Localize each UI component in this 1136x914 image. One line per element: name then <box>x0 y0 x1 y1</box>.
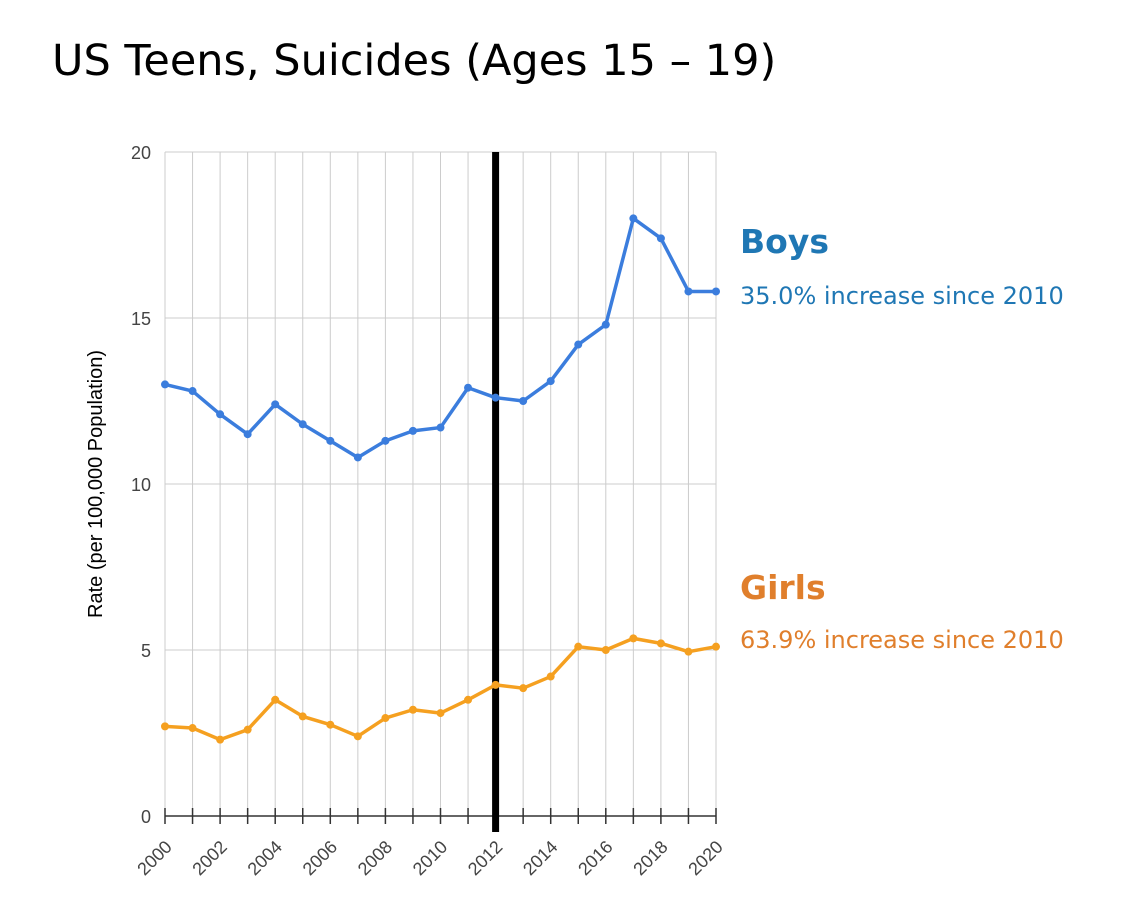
y-tick-label-0: 0 <box>141 807 151 827</box>
x-tick-label-2002: 2002 <box>188 837 230 879</box>
girls-label: Girls <box>740 568 826 607</box>
y-axis-title: Rate (per 100,000 Population) <box>85 350 107 618</box>
x-tick-label-2020: 2020 <box>684 837 726 879</box>
girls-point-2006 <box>326 720 335 729</box>
y-tick-label-15: 15 <box>131 309 151 329</box>
girls-point-2017 <box>629 634 638 643</box>
boys-point-2008 <box>381 436 390 445</box>
girls-point-2004 <box>271 695 280 704</box>
axes <box>164 808 717 824</box>
x-tick-label-2004: 2004 <box>244 837 286 879</box>
boys-point-2016 <box>601 320 610 329</box>
boys-point-2001 <box>188 387 197 396</box>
x-tick-label-2000: 2000 <box>133 837 175 879</box>
girls-point-2016 <box>601 646 610 654</box>
x-tick-label-2014: 2014 <box>519 837 561 879</box>
girls-point-2010 <box>436 709 445 718</box>
x-tick-label-2008: 2008 <box>354 837 396 879</box>
boys-point-2015 <box>574 340 583 349</box>
boys-point-2005 <box>298 420 307 429</box>
boys-increase-note: 35.0% increase since 2010 <box>740 282 1064 310</box>
girls-point-2007 <box>353 732 362 741</box>
x-tick-label-2012: 2012 <box>464 837 506 879</box>
girls-point-2009 <box>408 705 417 714</box>
x-tick-label-2016: 2016 <box>574 837 616 879</box>
boys-point-2000 <box>161 380 169 389</box>
boys-point-2009 <box>408 426 417 435</box>
boys-point-2012 <box>491 393 500 402</box>
girls-point-2019 <box>684 647 693 656</box>
girls-increase-note: 63.9% increase since 2010 <box>740 626 1064 654</box>
boys-point-2018 <box>656 234 665 243</box>
y-tick-label-10: 10 <box>131 475 151 495</box>
y-tick-label-20: 20 <box>131 143 151 163</box>
x-tick-label-2010: 2010 <box>409 837 451 879</box>
boys-label: Boys <box>740 222 829 261</box>
girls-point-2020 <box>712 642 720 651</box>
boys-point-2010 <box>436 423 445 432</box>
girls-point-2011 <box>464 695 473 704</box>
boys-point-2006 <box>326 436 335 445</box>
girls-point-2015 <box>574 642 583 651</box>
girls-point-2012 <box>491 680 500 689</box>
page-title: US Teens, Suicides (Ages 15 – 19) <box>52 36 777 86</box>
girls-point-2003 <box>243 725 252 734</box>
series-layer <box>161 214 720 744</box>
boys-point-2014 <box>546 377 555 386</box>
boys-point-2003 <box>243 430 252 439</box>
girls-point-2005 <box>298 712 307 721</box>
boys-point-2011 <box>464 383 473 392</box>
x-tick-label-2006: 2006 <box>299 837 341 879</box>
x-tick-label-2018: 2018 <box>629 837 671 879</box>
boys-point-2004 <box>271 400 280 409</box>
girls-point-2001 <box>188 724 197 733</box>
boys-point-2017 <box>629 214 638 223</box>
girls-point-2002 <box>216 735 225 744</box>
girls-point-2000 <box>161 722 169 731</box>
boys-point-2013 <box>519 397 528 405</box>
boys-point-2019 <box>684 287 693 296</box>
boys-point-2020 <box>712 287 720 296</box>
y-tick-label-5: 5 <box>141 641 151 661</box>
boys-point-2002 <box>216 410 225 419</box>
girls-point-2008 <box>381 714 390 723</box>
girls-point-2013 <box>519 684 528 693</box>
girls-point-2014 <box>546 672 555 681</box>
boys-point-2007 <box>353 453 362 462</box>
girls-point-2018 <box>656 639 665 648</box>
